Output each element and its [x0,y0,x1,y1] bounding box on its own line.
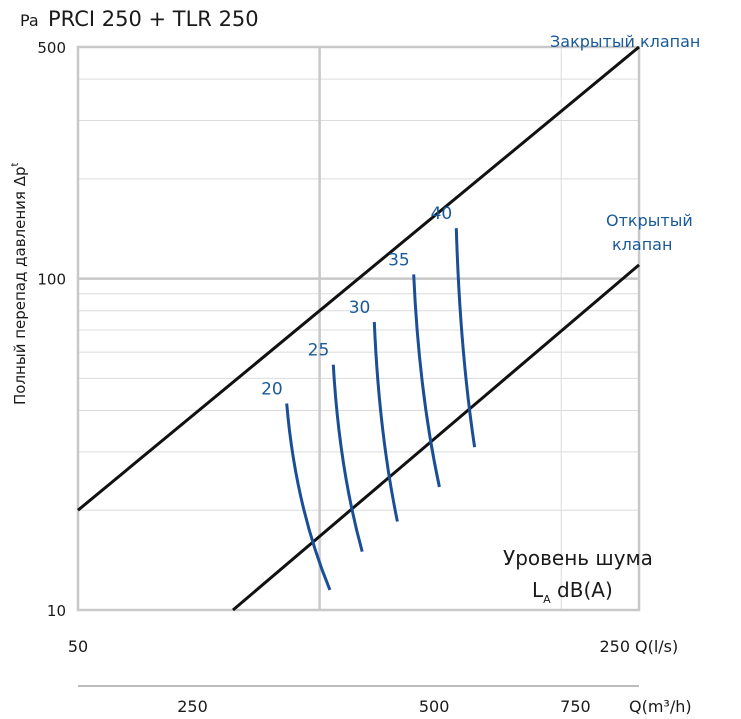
x2-tick-label: 500 [419,697,450,716]
noise-label-sub: A [543,593,551,606]
series-lines [77,45,640,612]
noise-curve-25 [331,364,364,552]
x-unit-label: Q(l/s) [635,637,678,656]
noise-curve-30 [372,321,399,522]
ticks: 10 100 500 50 250 250 500 750 [37,39,630,716]
noise-label-base: L [532,578,544,602]
y-axis-label: Полный перепад давления Δpt [10,163,29,405]
plot-frame [76,45,641,612]
closed-valve-line [77,45,640,512]
open-valve-line [232,263,640,612]
open-valve-label-line2: клапан [612,235,672,254]
noise-curve-label-35: 35 [388,250,410,270]
noise-curves: 20 25 30 35 40 [261,204,477,591]
noise-curve-20 [285,403,332,591]
x2-unit-label: Q(m³/h) [629,697,692,716]
chart-title: PRCI 250 + TLR 250 [48,7,259,31]
noise-curve-label-30: 30 [349,298,371,318]
y-axis-label-sup: t [10,163,21,167]
closed-valve-label: Закрытый клапан [550,32,700,51]
open-valve-label-line1: Открытый [606,211,693,230]
y-tick-label: 100 [37,271,66,289]
noise-label-line2: LA dB(A) [532,578,613,606]
x2-tick-label: 250 [177,697,208,716]
y-tick-label: 10 [47,602,66,620]
noise-label-rest: dB(A) [551,578,613,602]
x2-tick-label: 750 [560,697,591,716]
noise-curve-label-25: 25 [308,341,330,361]
noise-label-line1: Уровень шума [503,546,653,570]
x-tick-label: 250 [599,637,630,656]
noise-curve-label-20: 20 [261,379,283,399]
noise-curve-40 [454,228,477,448]
noise-curve-35 [412,274,441,488]
noise-curve-label-40: 40 [431,204,453,224]
grid [78,47,639,610]
y-unit: Pa [20,11,39,30]
y-tick-label: 500 [37,39,66,57]
y-axis-label-main: Полный перепад давления Δp [11,167,29,405]
x-tick-label: 50 [68,637,88,656]
